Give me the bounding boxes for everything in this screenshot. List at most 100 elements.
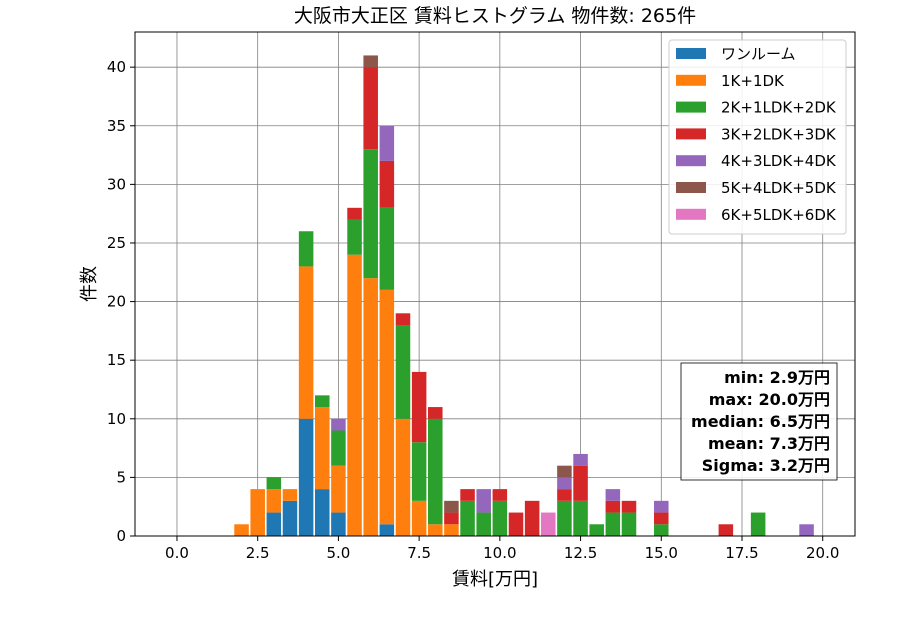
bar-segment-series-1 bbox=[234, 524, 249, 536]
bar-segment-series-4 bbox=[557, 477, 572, 490]
bar-segment-series-2 bbox=[654, 524, 669, 536]
bar-segment-series-0 bbox=[282, 500, 298, 536]
x-tick-label: 0.0 bbox=[165, 544, 189, 562]
y-axis-label: 件数 bbox=[79, 266, 100, 302]
bar-segment-series-1 bbox=[266, 489, 282, 513]
bar-segment-series-2 bbox=[411, 442, 427, 501]
bar-segment-series-2 bbox=[379, 207, 395, 290]
legend-swatch bbox=[676, 128, 706, 140]
bar-segment-series-3 bbox=[411, 371, 427, 443]
bar-segment-series-2 bbox=[589, 524, 604, 536]
bar-segment-series-2 bbox=[605, 512, 621, 536]
bar-segment-series-3 bbox=[379, 160, 395, 208]
bar-segment-series-5 bbox=[444, 500, 459, 513]
x-tick-label: 15.0 bbox=[645, 544, 678, 562]
x-tick-label: 10.0 bbox=[483, 544, 516, 562]
bar-segment-series-2 bbox=[363, 149, 378, 279]
legend-label: 5K+4LDK+5DK bbox=[721, 179, 837, 197]
y-tick-label: 30 bbox=[107, 175, 126, 193]
legend-frame bbox=[668, 39, 847, 235]
bar-segment-series-3 bbox=[492, 489, 508, 501]
legend-label: 3K+2LDK+3DK bbox=[721, 125, 837, 143]
bar-segment-series-1 bbox=[428, 524, 443, 536]
stats-sigma: Sigma: 3.2万円 bbox=[702, 456, 830, 475]
x-tick-label: 2.5 bbox=[246, 544, 270, 562]
bar-segment-series-3 bbox=[557, 489, 572, 501]
y-tick-label: 5 bbox=[116, 468, 126, 486]
stats-max: max: 20.0万円 bbox=[709, 390, 830, 409]
bar-segment-series-4 bbox=[331, 418, 346, 431]
bar-segment-series-1 bbox=[444, 524, 459, 536]
bar-segment-series-1 bbox=[395, 418, 411, 536]
bar-segment-series-2 bbox=[621, 512, 637, 536]
stats-mean: mean: 7.3万円 bbox=[708, 434, 830, 453]
axis-ticks: 0.0 2.5 5.0 7.5 10.0 12.5 15.0 17.5 20.0 0 5 10 15 20… bbox=[107, 58, 840, 562]
bars-layer bbox=[234, 55, 814, 536]
bar-segment-series-0 bbox=[298, 418, 314, 536]
y-tick-label: 40 bbox=[107, 58, 126, 76]
bar-segment-series-0 bbox=[331, 512, 346, 536]
plot-frame bbox=[134, 31, 856, 537]
bar-segment-series-2 bbox=[492, 500, 508, 536]
bar-segment-series-1 bbox=[315, 407, 330, 490]
bar-segment-series-0 bbox=[266, 512, 282, 536]
bar-segment-series-2 bbox=[750, 512, 766, 536]
legend-label: ワンルーム bbox=[721, 45, 796, 63]
bar-segment-series-2 bbox=[266, 477, 282, 490]
x-tick-label: 17.5 bbox=[725, 544, 758, 562]
bar-segment-series-1 bbox=[379, 289, 395, 525]
bar-segment-series-0 bbox=[315, 489, 330, 536]
stats-median: median: 6.5万円 bbox=[691, 412, 830, 431]
bar-segment-series-2 bbox=[347, 219, 362, 255]
bar-segment-series-5 bbox=[363, 55, 378, 68]
bar-segment-series-1 bbox=[282, 489, 298, 501]
bar-segment-series-3 bbox=[605, 500, 621, 513]
legend-swatch bbox=[676, 101, 706, 113]
chart-title: 大阪市大正区 賃料ヒストグラム 物件数: 265件 bbox=[294, 5, 696, 27]
bar-segment-series-1 bbox=[331, 465, 346, 513]
bar-segment-series-4 bbox=[605, 489, 621, 501]
bar-segment-series-2 bbox=[573, 500, 588, 536]
legend: ワンルーム 1K+1DK 2K+1LDK+2DK 3K+2LDK+3DK 4K+3LDK… bbox=[668, 39, 847, 235]
bar-segment-series-2 bbox=[298, 231, 314, 267]
x-tick-label: 5.0 bbox=[326, 544, 350, 562]
stats-box: min: 2.9万円 max: 20.0万円 median: 6.5万円 mea… bbox=[680, 362, 838, 481]
bar-segment-series-1 bbox=[411, 500, 427, 536]
bar-segment-series-3 bbox=[508, 512, 524, 536]
legend-label: 1K+1DK bbox=[721, 72, 785, 90]
bar-segment-series-2 bbox=[476, 512, 491, 536]
bar-segment-series-3 bbox=[718, 524, 734, 536]
bar-segment-series-2 bbox=[428, 418, 443, 525]
bar-segment-series-3 bbox=[524, 500, 540, 536]
bar-segment-series-3 bbox=[573, 465, 588, 501]
x-tick-label: 7.5 bbox=[407, 544, 431, 562]
legend-swatch bbox=[676, 48, 706, 59]
bar-segment-series-6 bbox=[541, 512, 556, 536]
stats-min: min: 2.9万円 bbox=[724, 368, 830, 387]
bar-segment-series-2 bbox=[557, 500, 572, 536]
y-tick-label: 0 bbox=[116, 527, 126, 545]
legend-swatch bbox=[676, 155, 706, 167]
x-tick-label: 20.0 bbox=[806, 544, 839, 562]
bar-segment-series-2 bbox=[395, 325, 411, 419]
bar-segment-series-4 bbox=[379, 125, 395, 161]
bar-segment-series-1 bbox=[347, 254, 362, 536]
bar-segment-series-1 bbox=[250, 489, 265, 536]
bar-segment-series-1 bbox=[298, 266, 314, 419]
bar-segment-series-4 bbox=[654, 500, 669, 513]
y-tick-label: 10 bbox=[107, 410, 126, 428]
bar-segment-series-2 bbox=[460, 500, 475, 536]
bar-segment-series-3 bbox=[460, 489, 475, 501]
bar-segment-series-3 bbox=[347, 207, 362, 220]
legend-swatch bbox=[676, 208, 706, 220]
y-tick-label: 25 bbox=[107, 234, 126, 252]
y-tick-label: 20 bbox=[107, 293, 126, 311]
bar-segment-series-2 bbox=[331, 430, 346, 466]
legend-label: 2K+1LDK+2DK bbox=[721, 99, 837, 117]
bar-segment-series-3 bbox=[444, 512, 459, 525]
bar-segment-series-3 bbox=[395, 313, 411, 326]
y-tick-label: 35 bbox=[107, 117, 126, 135]
legend-label: 6K+5LDK+6DK bbox=[721, 206, 837, 224]
bar-segment-series-3 bbox=[621, 500, 637, 513]
